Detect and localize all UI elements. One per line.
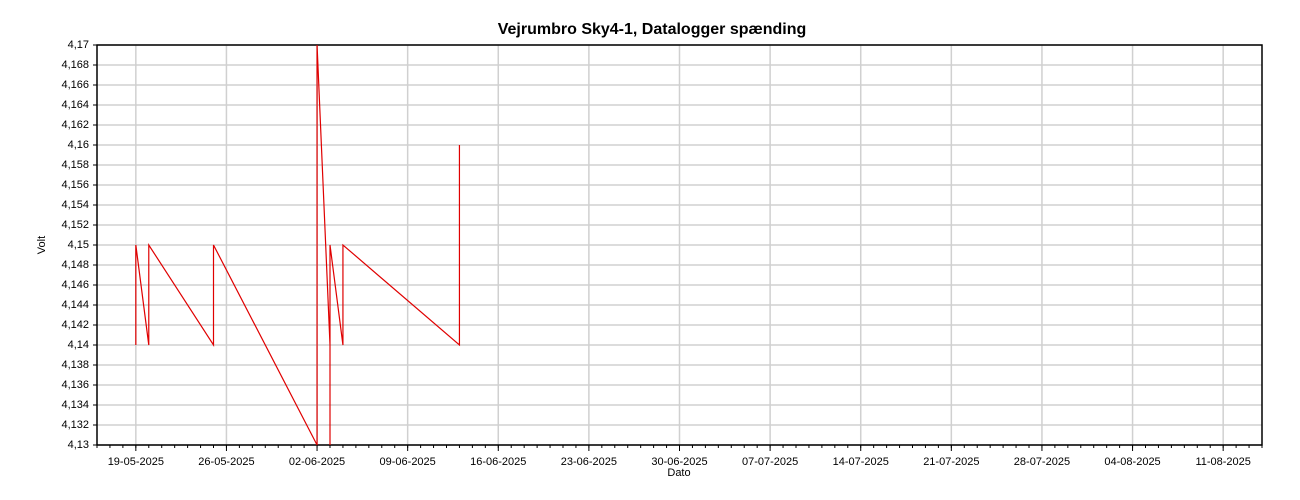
y-tick-label: 4,138	[61, 359, 89, 371]
y-axis-label: Volt	[36, 236, 48, 254]
x-tick-label: 14-07-2025	[833, 456, 889, 468]
y-tick-label: 4,164	[61, 99, 89, 111]
chart-title: Vejrumbro Sky4-1, Datalogger spænding	[498, 21, 807, 38]
y-tick-label: 4,17	[68, 39, 89, 51]
x-tick-label: 02-06-2025	[289, 456, 345, 468]
y-tick-label: 4,168	[61, 59, 89, 71]
data-line	[135, 44, 461, 446]
y-tick-label: 4,148	[61, 259, 89, 271]
x-axis-label: Dato	[667, 467, 690, 479]
x-tick-label: 28-07-2025	[1014, 456, 1070, 468]
x-tick-label: 23-06-2025	[561, 456, 617, 468]
y-tick-label: 4,14	[68, 339, 89, 351]
x-tick-label: 04-08-2025	[1104, 456, 1160, 468]
y-tick-label: 4,166	[61, 79, 89, 91]
x-tick-label: 21-07-2025	[923, 456, 979, 468]
y-tick-label: 4,16	[68, 139, 89, 151]
y-tick-label: 4,146	[61, 279, 89, 291]
x-tick-label: 11-08-2025	[1195, 456, 1250, 468]
y-tick-label: 4,15	[68, 239, 89, 251]
y-tick-label: 4,158	[61, 159, 89, 171]
y-tick-label: 4,134	[61, 399, 89, 411]
x-tick-label: 07-07-2025	[742, 456, 798, 468]
x-tick-label: 30-06-2025	[651, 456, 707, 468]
y-tick-label: 4,156	[61, 179, 89, 191]
x-tick-label: 16-06-2025	[470, 456, 526, 468]
y-tick-label: 4,162	[61, 119, 89, 131]
y-tick-label: 4,13	[68, 439, 89, 451]
x-tick-label: 09-06-2025	[380, 456, 436, 468]
y-tick-label: 4,144	[61, 299, 89, 311]
plot-frame	[96, 44, 1263, 446]
y-tick-label: 4,152	[61, 219, 89, 231]
x-tick-label: 26-05-2025	[198, 456, 254, 468]
y-tick-label: 4,132	[61, 419, 89, 431]
y-tick-label: 4,142	[61, 319, 89, 331]
y-tick-label: 4,136	[61, 379, 89, 391]
y-tick-label: 4,154	[61, 199, 89, 211]
x-tick-label: 19-05-2025	[108, 456, 164, 468]
